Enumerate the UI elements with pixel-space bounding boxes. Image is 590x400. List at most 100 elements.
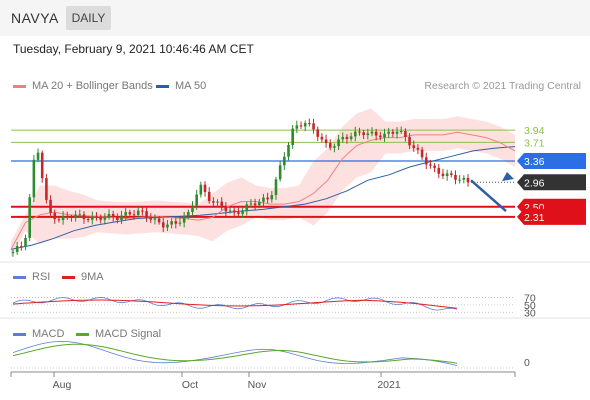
- candle-body: [207, 191, 211, 202]
- candle-body: [228, 210, 232, 212]
- candle-body: [32, 159, 36, 198]
- candle-body: [387, 131, 390, 134]
- candle-body: [358, 131, 361, 133]
- candle-body: [116, 216, 119, 221]
- candle-body: [40, 152, 44, 179]
- ma50-legend-label: MA 50: [175, 80, 207, 92]
- candle-body: [141, 210, 144, 212]
- legend-macd: MACD: [13, 328, 64, 340]
- candle-body: [462, 177, 466, 180]
- candle-body: [174, 221, 178, 224]
- candle-body: [303, 123, 307, 127]
- candle-body: [53, 212, 57, 220]
- macd-signal-legend-label: MACD Signal: [95, 328, 162, 340]
- candle-body: [316, 129, 320, 137]
- candle-body: [404, 130, 407, 137]
- candle-body: [65, 215, 69, 217]
- candle-body: [379, 135, 382, 138]
- candle-body: [187, 211, 190, 216]
- macd-axis-label: 0: [524, 357, 530, 369]
- candle-body: [287, 145, 290, 157]
- candle-body: [295, 125, 299, 129]
- candle-body: [11, 252, 15, 254]
- candle-body: [366, 133, 370, 136]
- candle-body: [20, 246, 23, 248]
- candle-body: [36, 152, 40, 160]
- rsi-axis-label: 50: [524, 300, 536, 312]
- candle-body: [232, 210, 236, 213]
- candle-body: [345, 136, 349, 140]
- candle-body: [224, 206, 228, 212]
- candle-body: [324, 139, 328, 144]
- candle-body: [257, 201, 261, 206]
- period-button[interactable]: DAILY: [66, 6, 111, 30]
- macd-line: [12, 340, 458, 366]
- level-value: 2.31: [524, 212, 545, 224]
- candle-body: [95, 216, 98, 218]
- candle-body: [308, 123, 311, 125]
- candle-body: [136, 210, 140, 215]
- candle-body: [149, 217, 153, 220]
- candle-body: [399, 130, 403, 132]
- rsi-ma-line: [12, 299, 458, 309]
- symbol-label: NAVYA: [11, 10, 59, 26]
- candle-body: [274, 179, 278, 196]
- legend-macd-signal: MACD Signal: [76, 328, 161, 340]
- toolbar: NAVYA DAILY: [0, 0, 590, 36]
- x-axis-label: 2021: [377, 379, 401, 391]
- level-value: 3.71: [524, 137, 545, 149]
- x-axis-label: Oct: [182, 379, 198, 391]
- candle-body: [78, 214, 82, 216]
- candle-body: [450, 173, 453, 175]
- level-value: 2.96: [524, 177, 545, 189]
- candle-body: [445, 173, 449, 177]
- timestamp: Tuesday, February 9, 2021 10:46:46 AM CE…: [13, 42, 254, 56]
- candle-body: [466, 177, 470, 183]
- candle-body: [362, 132, 365, 136]
- candle-body: [203, 184, 207, 192]
- candle-body: [278, 165, 282, 180]
- candle-body: [245, 204, 249, 212]
- macd-legend-label: MACD: [32, 328, 65, 340]
- ma50-swatch: [156, 84, 169, 88]
- candle-body: [157, 218, 161, 223]
- candle-body: [49, 199, 52, 213]
- candle-body: [370, 131, 374, 134]
- candle-body: [103, 217, 107, 220]
- candle-body: [266, 197, 269, 200]
- candle-body: [191, 205, 194, 212]
- candle-body: [416, 147, 420, 150]
- rsi-swatch: [13, 275, 26, 279]
- legend-ma20: MA 20 + Bollinger Bands: [13, 80, 153, 92]
- level-value: 3.36: [524, 156, 545, 168]
- legend-rsi: RSI: [13, 271, 50, 283]
- candle-body: [195, 194, 198, 206]
- candle-body: [454, 174, 457, 180]
- candle-body: [216, 201, 219, 203]
- candle-body: [120, 215, 123, 221]
- level-tag: [517, 153, 586, 169]
- candle-body: [182, 215, 186, 223]
- candle-body: [433, 165, 436, 168]
- candle-body: [111, 213, 115, 217]
- candle-body: [91, 216, 94, 220]
- level-tag: [517, 174, 586, 191]
- candle-body: [253, 203, 257, 206]
- ma9-legend-label: 9MA: [81, 271, 104, 283]
- candle-body: [28, 197, 31, 238]
- candle-body: [237, 212, 240, 214]
- candle-body: [161, 222, 165, 228]
- ma9-swatch: [62, 275, 75, 279]
- candle-body: [337, 139, 340, 147]
- candle-body: [212, 201, 215, 203]
- candle-body: [429, 164, 432, 166]
- macd-signal-swatch: [76, 332, 89, 336]
- candle-body: [45, 178, 48, 200]
- candle-body: [15, 246, 19, 253]
- candle-body: [299, 125, 303, 127]
- arrow-head-icon: [502, 172, 514, 181]
- candle-body: [124, 212, 128, 216]
- candle-body: [199, 184, 203, 195]
- candle-body: [145, 211, 148, 218]
